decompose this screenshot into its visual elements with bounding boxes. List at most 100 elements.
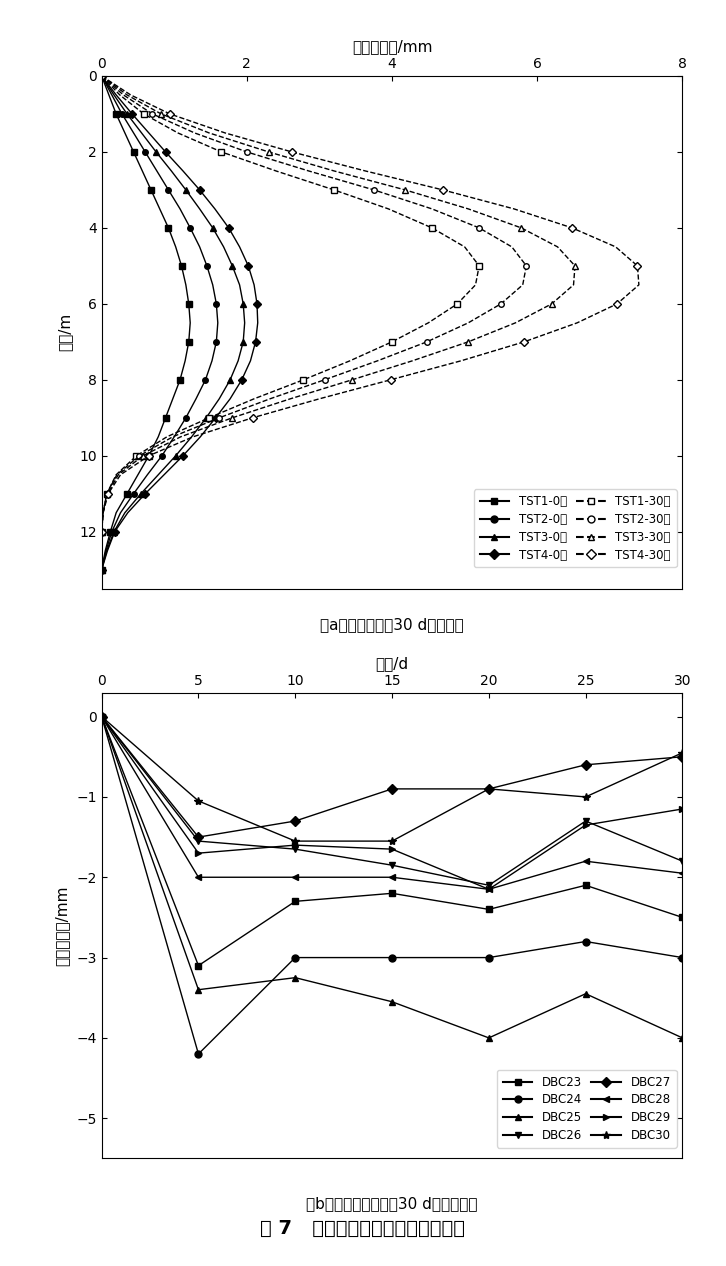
TST3-30天 bbox=[571, 258, 579, 273]
TST3-30天 bbox=[97, 68, 106, 84]
Line: TST2-30天: TST2-30天 bbox=[99, 73, 529, 534]
TST3-30天 bbox=[139, 448, 147, 463]
DBC26 bbox=[388, 857, 396, 872]
TST2-0天 bbox=[152, 163, 161, 179]
TST3-0天 bbox=[137, 125, 146, 141]
TST2-30天 bbox=[497, 296, 505, 311]
TST1-30天 bbox=[205, 410, 213, 425]
X-axis label: 时间/d: 时间/d bbox=[375, 656, 409, 671]
TST3-30天 bbox=[286, 391, 295, 406]
TST4-30天 bbox=[97, 68, 106, 84]
TST4-30天 bbox=[439, 182, 447, 197]
TST3-30天 bbox=[464, 334, 473, 349]
TST1-0天 bbox=[155, 201, 164, 216]
TST1-30天 bbox=[384, 201, 393, 216]
DBC23 bbox=[582, 877, 590, 893]
TST2-0天 bbox=[195, 239, 204, 254]
TST1-30天 bbox=[475, 258, 484, 273]
Line: DBC25: DBC25 bbox=[98, 713, 686, 1042]
TST2-30天 bbox=[97, 68, 106, 84]
DBC28 bbox=[291, 870, 300, 885]
TST3-0天 bbox=[182, 182, 190, 197]
DBC30 bbox=[678, 746, 687, 761]
TST4-30天 bbox=[457, 353, 465, 368]
TST3-0天 bbox=[171, 448, 180, 463]
DBC24 bbox=[291, 950, 300, 965]
TST2-30天 bbox=[190, 125, 199, 141]
TST2-0天 bbox=[213, 315, 222, 330]
TST2-30天 bbox=[464, 315, 473, 330]
DBC23 bbox=[97, 709, 106, 724]
TST1-30天 bbox=[132, 448, 141, 463]
TST3-0天 bbox=[187, 429, 196, 444]
TST2-30天 bbox=[428, 201, 436, 216]
TST2-0天 bbox=[208, 353, 216, 368]
DBC24 bbox=[388, 950, 396, 965]
DBC27 bbox=[678, 749, 687, 765]
TST2-30天 bbox=[370, 182, 378, 197]
TST2-0天 bbox=[203, 258, 211, 273]
TST4-0天 bbox=[244, 258, 253, 273]
TST4-0天 bbox=[161, 144, 170, 160]
Line: TST4-30天: TST4-30天 bbox=[99, 73, 642, 534]
Line: TST2-0天: TST2-0天 bbox=[99, 73, 221, 572]
TST1-0天 bbox=[181, 353, 189, 368]
TST4-30天 bbox=[520, 334, 529, 349]
TST4-0天 bbox=[179, 448, 187, 463]
TST2-30天 bbox=[373, 353, 382, 368]
Line: TST1-30天: TST1-30天 bbox=[99, 73, 482, 534]
Text: （a）地表监测点30 d累计沉降: （a）地表监测点30 d累计沉降 bbox=[320, 617, 464, 632]
TST1-0天 bbox=[144, 448, 153, 463]
TST3-0天 bbox=[123, 106, 131, 122]
TST2-30天 bbox=[522, 258, 531, 273]
TST4-0天 bbox=[253, 315, 262, 330]
DBC24 bbox=[678, 950, 687, 965]
TST2-30天 bbox=[242, 144, 251, 160]
DBC23 bbox=[678, 910, 687, 925]
TST3-30天 bbox=[401, 182, 409, 197]
DBC25 bbox=[194, 982, 203, 998]
TST1-0天 bbox=[154, 429, 163, 444]
TST2-0天 bbox=[170, 429, 179, 444]
TST4-0天 bbox=[251, 334, 260, 349]
TST4-0天 bbox=[235, 239, 244, 254]
TST4-0天 bbox=[224, 220, 233, 235]
TST1-30天 bbox=[112, 467, 121, 482]
TST2-30天 bbox=[102, 486, 111, 501]
TST4-30天 bbox=[568, 220, 576, 235]
Legend: TST1-0天, TST2-0天, TST3-0天, TST4-0天, TST1-30天, TST2-30天, TST3-30天, TST4-30天: TST1-0天, TST2-0天, TST3-0天, TST4-0天, TST1… bbox=[474, 490, 677, 567]
TST4-0天 bbox=[110, 524, 119, 539]
TST3-0天 bbox=[97, 562, 106, 577]
TST2-0天 bbox=[102, 543, 110, 558]
TST3-30天 bbox=[569, 277, 578, 292]
TST2-30天 bbox=[97, 524, 106, 539]
DBC25 bbox=[582, 986, 590, 1001]
Text: （b）水平位移监测点30 d累计位移量: （b）水平位移监测点30 d累计位移量 bbox=[306, 1195, 478, 1210]
Y-axis label: 深度/m: 深度/m bbox=[57, 313, 72, 352]
TST1-0天 bbox=[112, 106, 121, 122]
TST1-30天 bbox=[174, 125, 182, 141]
TST3-0天 bbox=[234, 353, 242, 368]
DBC30 bbox=[291, 833, 300, 848]
TST4-0天 bbox=[237, 372, 246, 387]
DBC28 bbox=[484, 881, 493, 896]
TST3-30天 bbox=[97, 524, 106, 539]
TST2-30天 bbox=[135, 448, 144, 463]
TST1-0天 bbox=[112, 505, 121, 520]
TST4-30天 bbox=[99, 505, 107, 520]
TST2-0天 bbox=[201, 372, 210, 387]
DBC24 bbox=[582, 934, 590, 950]
DBC23 bbox=[194, 958, 203, 974]
TST2-0天 bbox=[116, 505, 125, 520]
TST4-30天 bbox=[97, 524, 106, 539]
TST1-30天 bbox=[471, 277, 480, 292]
Line: TST3-0天: TST3-0天 bbox=[99, 73, 248, 572]
TST1-0天 bbox=[147, 182, 155, 197]
TST1-0天 bbox=[164, 220, 173, 235]
TST3-30天 bbox=[123, 87, 131, 103]
TST2-0天 bbox=[176, 201, 184, 216]
TST3-0天 bbox=[202, 410, 211, 425]
TST1-0天 bbox=[184, 296, 193, 311]
TST4-30天 bbox=[635, 277, 643, 292]
TST2-0天 bbox=[143, 467, 152, 482]
